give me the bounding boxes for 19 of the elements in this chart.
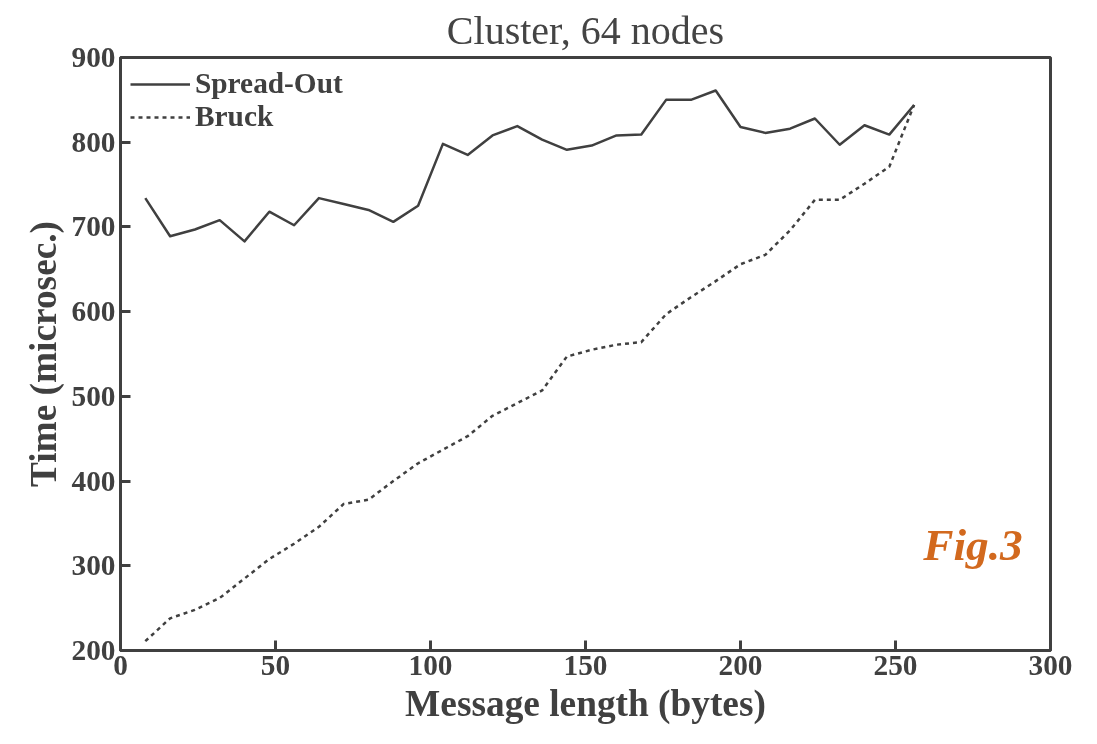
y-tick-label: 600 (71, 295, 116, 328)
y-tick-label: 800 (71, 125, 116, 158)
y-tick-label: 700 (71, 210, 116, 243)
annotation: Fig.3 (922, 520, 1023, 571)
x-tick-label: 50 (260, 648, 291, 681)
y-tick-label: 300 (71, 549, 116, 582)
legend-label: Bruck (195, 100, 274, 133)
y-tick-label: 900 (71, 41, 116, 73)
x-tick-label: 150 (563, 648, 608, 681)
y-tick-label: 400 (71, 464, 116, 497)
x-tick-label: 250 (873, 648, 918, 681)
x-tick-label: 100 (408, 648, 453, 681)
chart-title: Cluster, 64 nodes (446, 7, 725, 53)
y-axis-title: Time (microsec.) (22, 220, 65, 488)
x-tick-label: 300 (1028, 648, 1073, 681)
legend-label: Spread-Out (195, 67, 343, 100)
x-tick-label: 200 (718, 648, 763, 681)
x-axis-title: Message length (bytes) (405, 682, 766, 725)
y-tick-label: 500 (71, 379, 116, 412)
